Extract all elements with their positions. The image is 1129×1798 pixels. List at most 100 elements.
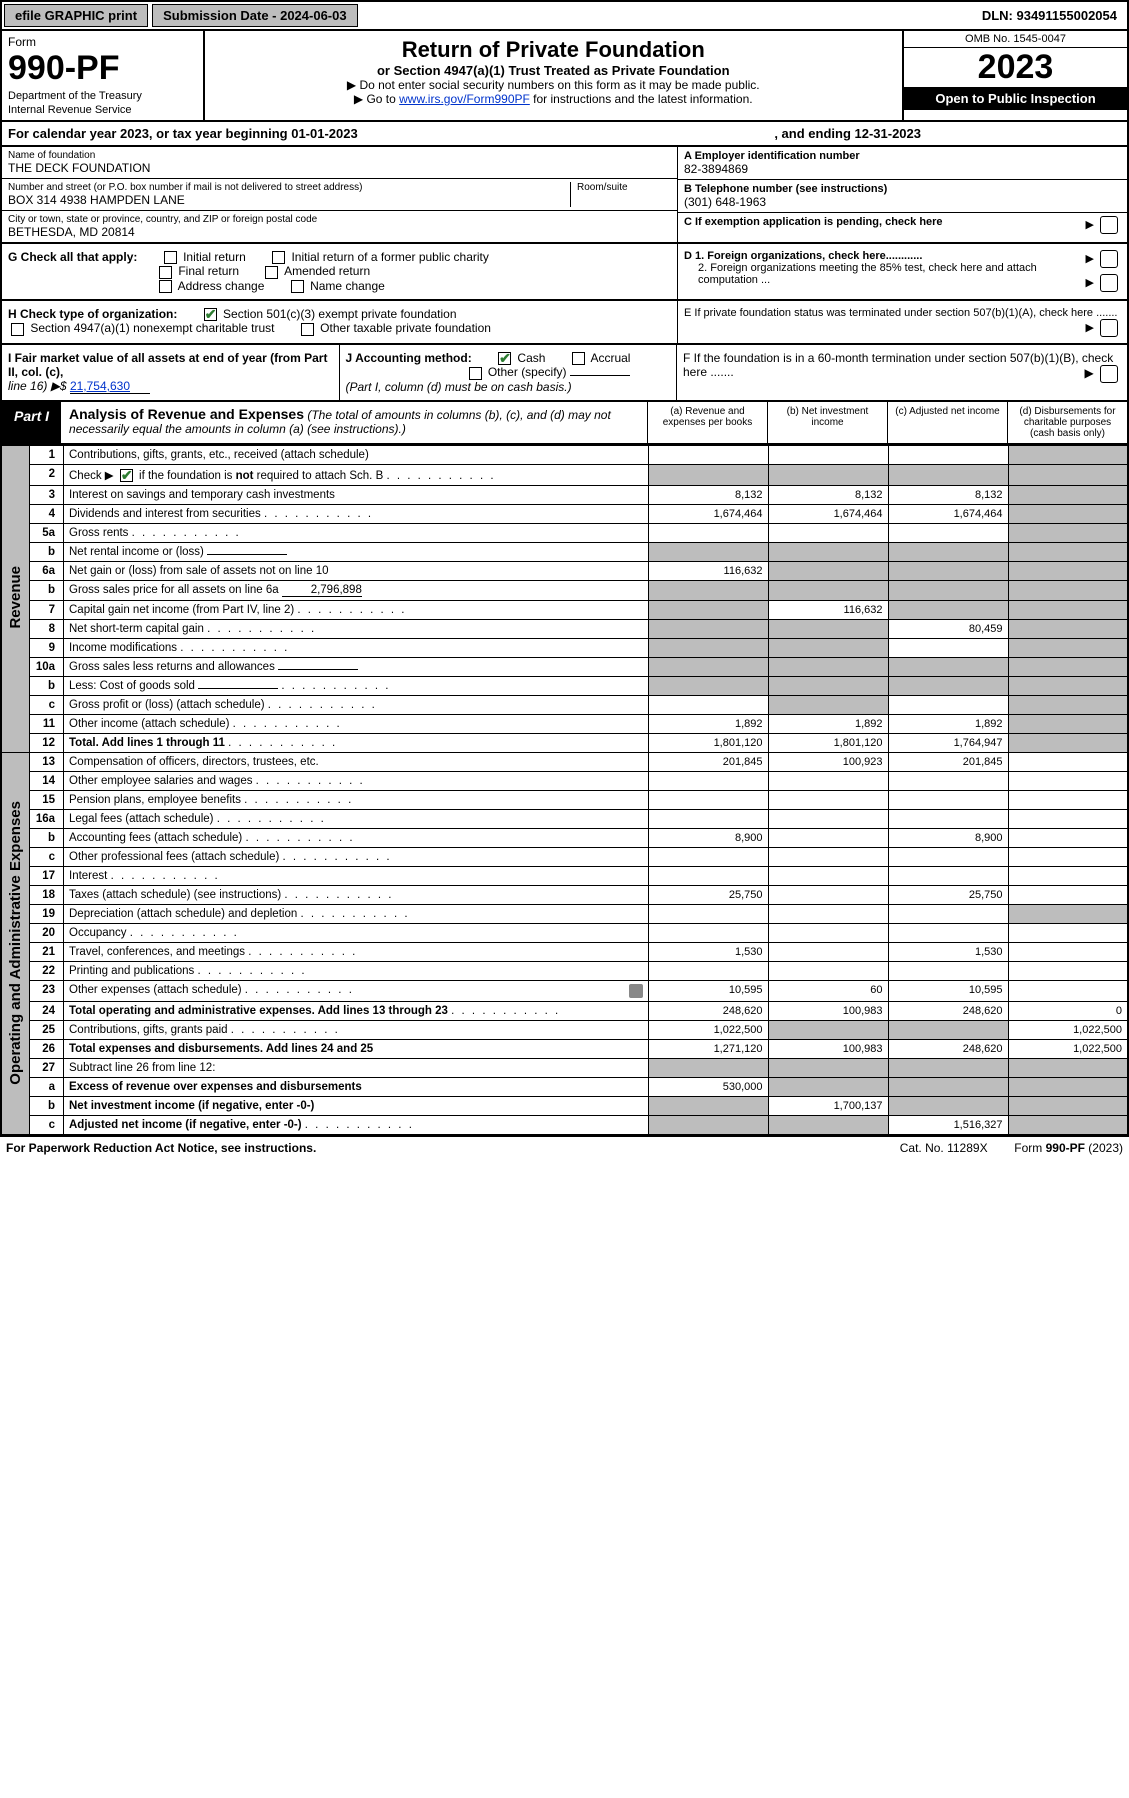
line-number: 5a <box>30 524 64 543</box>
cell-a: 25,750 <box>648 886 768 905</box>
line-number: b <box>30 1097 64 1116</box>
schb-checkbox[interactable] <box>120 469 133 482</box>
check-g-d: G Check all that apply: Initial return I… <box>0 244 1129 301</box>
table-row: 15Pension plans, employee benefits <box>1 791 1128 810</box>
table-row: 7Capital gain net income (from Part IV, … <box>1 601 1128 620</box>
cell-a: 248,620 <box>648 1002 768 1021</box>
cell-d <box>1008 1116 1128 1136</box>
e-label: E If private foundation status was termi… <box>684 307 1118 319</box>
other-method-label: Other (specify) <box>488 365 567 379</box>
s4947-checkbox[interactable] <box>11 323 24 336</box>
table-row: bAccounting fees (attach schedule) 8,900… <box>1 829 1128 848</box>
cell-d <box>1008 1097 1128 1116</box>
inspection-label: Open to Public Inspection <box>904 87 1127 110</box>
efile-button[interactable]: efile GRAPHIC print <box>4 4 148 27</box>
form-label: Form <box>8 35 197 49</box>
line-description: Gross rents <box>64 524 649 543</box>
table-row: 21Travel, conferences, and meetings 1,53… <box>1 943 1128 962</box>
line-description: Depreciation (attach schedule) and deple… <box>64 905 649 924</box>
form-title: Return of Private Foundation <box>211 37 897 63</box>
cell-d <box>1008 486 1128 505</box>
other-taxable-checkbox[interactable] <box>301 323 314 336</box>
cell-b <box>768 639 888 658</box>
cell-a <box>648 464 768 485</box>
instr-2: ▶ Go to www.irs.gov/Form990PF for instru… <box>211 92 897 106</box>
line-description: Other professional fees (attach schedule… <box>64 848 649 867</box>
h-label: H Check type of organization: <box>8 307 177 321</box>
cell-c: 1,674,464 <box>888 505 1008 524</box>
cell-c <box>888 658 1008 677</box>
fmv-value[interactable]: 21,754,630 <box>70 379 150 394</box>
exemption-checkbox[interactable] <box>1100 216 1118 234</box>
initial-return-checkbox[interactable] <box>164 251 177 264</box>
cell-c: 1,516,327 <box>888 1116 1008 1136</box>
cell-a <box>648 581 768 601</box>
cell-a <box>648 867 768 886</box>
table-row: aExcess of revenue over expenses and dis… <box>1 1078 1128 1097</box>
name-change-checkbox[interactable] <box>291 280 304 293</box>
line-description: Income modifications <box>64 639 649 658</box>
line-description: Legal fees (attach schedule) <box>64 810 649 829</box>
accrual-checkbox[interactable] <box>572 352 585 365</box>
addr-change-checkbox[interactable] <box>159 280 172 293</box>
line-number: 18 <box>30 886 64 905</box>
line-number: 15 <box>30 791 64 810</box>
line-description: Gross sales price for all assets on line… <box>64 581 649 601</box>
cash-checkbox[interactable] <box>498 352 511 365</box>
s501c3-checkbox[interactable] <box>204 308 217 321</box>
line-description: Printing and publications <box>64 962 649 981</box>
check-h-e: H Check type of organization: Section 50… <box>0 301 1129 345</box>
cell-a <box>648 1116 768 1136</box>
final-return-checkbox[interactable] <box>159 266 172 279</box>
cell-c <box>888 543 1008 562</box>
line-description: Total. Add lines 1 through 11 <box>64 734 649 753</box>
irs-link[interactable]: www.irs.gov/Form990PF <box>399 92 530 106</box>
top-bar: efile GRAPHIC print Submission Date - 20… <box>0 0 1129 31</box>
d2-label: 2. Foreign organizations meeting the 85%… <box>698 262 1037 286</box>
line-description: Net short-term capital gain <box>64 620 649 639</box>
schedule-icon[interactable] <box>629 984 643 998</box>
s501c3-label: Section 501(c)(3) exempt private foundat… <box>223 307 456 321</box>
line-description: Net rental income or (loss) <box>64 543 649 562</box>
cell-a <box>648 696 768 715</box>
ijf-row: I Fair market value of all assets at end… <box>0 345 1129 402</box>
cell-a: 1,022,500 <box>648 1021 768 1040</box>
cell-d <box>1008 601 1128 620</box>
irs-label: Internal Revenue Service <box>8 104 197 116</box>
s4947-label: Section 4947(a)(1) nonexempt charitable … <box>30 321 274 335</box>
cell-b: 100,923 <box>768 753 888 772</box>
cell-c <box>888 677 1008 696</box>
cell-b: 1,674,464 <box>768 505 888 524</box>
addr-change-label: Address change <box>178 279 265 293</box>
d1-checkbox[interactable] <box>1100 250 1118 268</box>
cell-b: 100,983 <box>768 1002 888 1021</box>
initial-former-checkbox[interactable] <box>272 251 285 264</box>
cell-c: 8,900 <box>888 829 1008 848</box>
other-method-checkbox[interactable] <box>469 367 482 380</box>
cell-a <box>648 658 768 677</box>
line-number: 1 <box>30 445 64 464</box>
line-description: Capital gain net income (from Part IV, l… <box>64 601 649 620</box>
street-address: BOX 314 4938 HAMPDEN LANE <box>8 193 564 207</box>
amended-return-checkbox[interactable] <box>265 266 278 279</box>
line-description: Interest <box>64 867 649 886</box>
cell-d <box>1008 829 1128 848</box>
table-row: 14Other employee salaries and wages <box>1 772 1128 791</box>
line-description: Adjusted net income (if negative, enter … <box>64 1116 649 1136</box>
cell-d: 1,022,500 <box>1008 1021 1128 1040</box>
e-checkbox[interactable] <box>1100 319 1118 337</box>
table-row: 19Depreciation (attach schedule) and dep… <box>1 905 1128 924</box>
cell-b <box>768 810 888 829</box>
table-row: bLess: Cost of goods sold <box>1 677 1128 696</box>
submission-date-button[interactable]: Submission Date - 2024-06-03 <box>152 4 358 27</box>
cell-d <box>1008 848 1128 867</box>
line-number: 13 <box>30 753 64 772</box>
d2-checkbox[interactable] <box>1100 274 1118 292</box>
line-description: Other income (attach schedule) <box>64 715 649 734</box>
line-number: b <box>30 543 64 562</box>
f-checkbox[interactable] <box>1100 365 1118 383</box>
footer-left: For Paperwork Reduction Act Notice, see … <box>6 1141 316 1155</box>
cell-a: 116,632 <box>648 562 768 581</box>
cell-d <box>1008 962 1128 981</box>
dept-label: Department of the Treasury <box>8 90 197 102</box>
